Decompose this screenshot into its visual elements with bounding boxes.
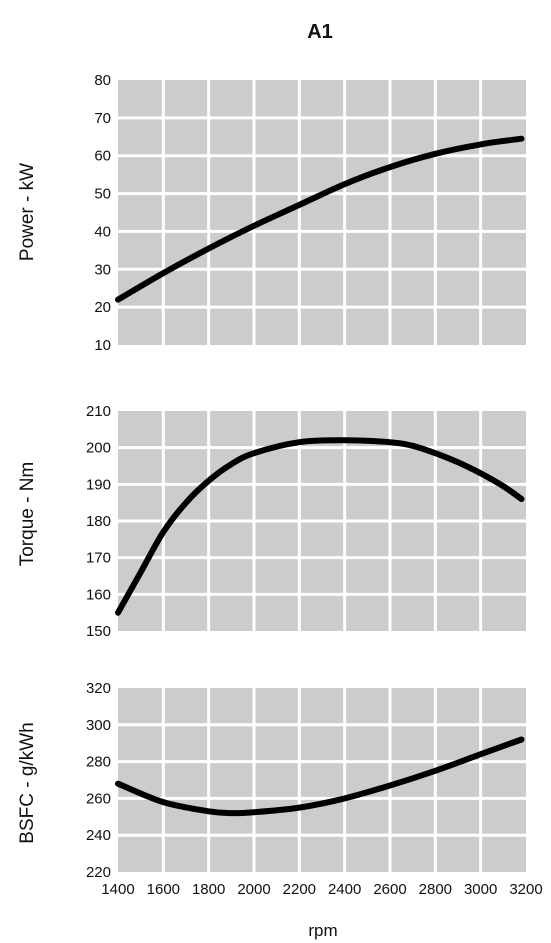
power-plot-area <box>118 80 526 345</box>
torque-y-tick-label: 200 <box>86 440 111 457</box>
torque-y-tick-label: 170 <box>86 550 111 567</box>
power-y-tick-label: 40 <box>94 223 111 240</box>
power-panel: Power - kW 10 20 30 40 50 60 70 80 <box>17 72 526 354</box>
torque-y-tick-label: 190 <box>86 476 111 493</box>
bsfc-y-tick-label: 260 <box>86 790 111 807</box>
x-tick-label: 3200 <box>509 881 542 898</box>
x-tick-label: 1400 <box>101 881 134 898</box>
torque-y-tick-label: 180 <box>86 513 111 530</box>
bsfc-y-tick-label: 240 <box>86 827 111 844</box>
bsfc-curve <box>115 736 525 817</box>
x-tick-label: 2200 <box>283 881 316 898</box>
bsfc-plot-area <box>118 688 526 872</box>
x-tick-label: 1800 <box>192 881 225 898</box>
power-y-tick-label: 70 <box>94 110 111 127</box>
torque-y-tick-label: 160 <box>86 586 111 603</box>
power-y-tick-label: 60 <box>94 148 111 165</box>
torque-curve <box>115 437 525 616</box>
power-y-tick-label: 50 <box>94 186 111 203</box>
bsfc-y-tick-label: 280 <box>86 754 111 771</box>
power-curve <box>115 135 525 303</box>
bsfc-panel: BSFC - g/kWh 220 240 260 280 300 320 1400 1600 1… <box>17 680 543 898</box>
chart-title: A1 <box>307 21 333 43</box>
torque-y-tick-label: 210 <box>86 403 111 420</box>
bsfc-y-tick-label: 320 <box>86 680 111 697</box>
x-tick-label: 2400 <box>328 881 361 898</box>
torque-y-axis-label: Torque - Nm <box>17 462 38 567</box>
torque-panel: Torque - Nm 150 160 170 180 190 200 210 <box>17 403 526 640</box>
power-y-tick-label: 20 <box>94 299 111 316</box>
torque-y-tick-label: 150 <box>86 623 111 640</box>
x-axis-label: rpm <box>308 921 337 940</box>
power-y-axis-label: Power - kW <box>17 163 38 261</box>
power-y-tick-label: 10 <box>94 337 111 354</box>
power-y-tick-label: 30 <box>94 261 111 278</box>
x-tick-label: 2800 <box>419 881 452 898</box>
bsfc-y-axis-label: BSFC - g/kWh <box>17 722 38 843</box>
x-tick-label: 1600 <box>147 881 180 898</box>
x-tick-label: 2600 <box>373 881 406 898</box>
bsfc-y-tick-label: 220 <box>86 864 111 881</box>
bsfc-y-tick-label: 300 <box>86 717 111 734</box>
x-tick-label: 2000 <box>237 881 270 898</box>
power-y-tick-label: 80 <box>94 72 111 89</box>
x-tick-label: 3000 <box>464 881 497 898</box>
